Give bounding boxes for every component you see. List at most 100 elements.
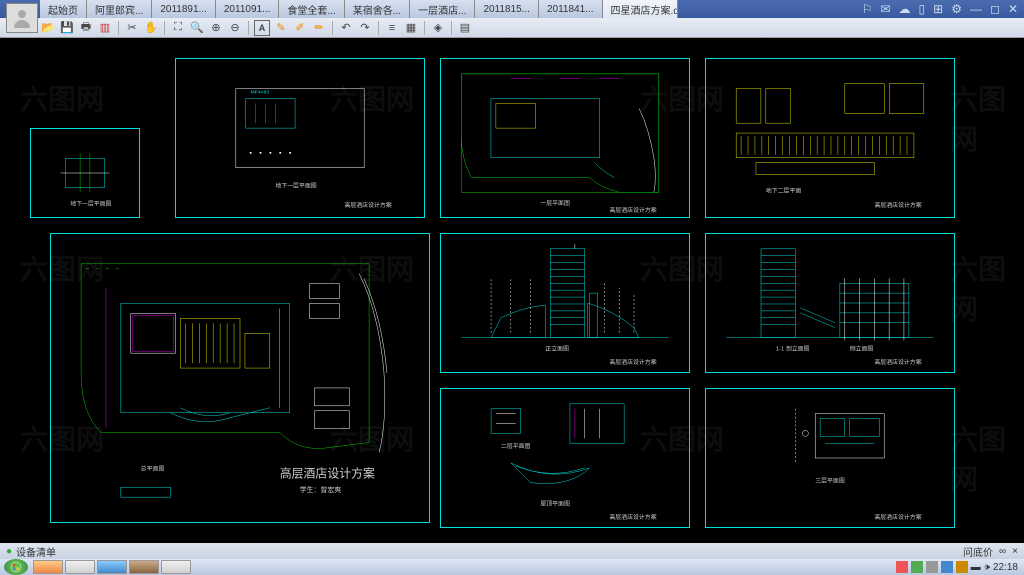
watermark: 六图网 (950, 78, 1024, 158)
maximize-icon[interactable]: ◻ (988, 2, 1002, 16)
drawing-frame-front-elev: 正立面图 高层酒店设计方案 (440, 233, 690, 373)
zoom-window-icon[interactable]: 🔍 (189, 20, 205, 36)
svg-text:总平面图: 总平面图 (141, 464, 165, 472)
status-link-icon[interactable]: ∞ (999, 546, 1006, 557)
watermark: 六图网 (950, 418, 1024, 498)
taskbar-item[interactable] (161, 560, 191, 574)
svg-text:高层酒店设计方案: 高层酒店设计方案 (874, 358, 921, 366)
tray-vol-icon[interactable]: 🕩 (984, 562, 990, 573)
open-icon[interactable]: 📂 (40, 20, 56, 36)
taskbar-item[interactable] (65, 560, 95, 574)
stack-icon[interactable]: ◈ (430, 20, 446, 36)
clock[interactable]: 22:18 (993, 562, 1018, 573)
svg-text:高层酒店设计方案: 高层酒店设计方案 (609, 358, 656, 366)
svg-text:高层酒店设计方案: 高层酒店设计方案 (874, 513, 921, 521)
tab[interactable]: 2011841... (539, 0, 603, 18)
svg-text:屋顶平面图: 屋顶平面图 (540, 500, 570, 507)
separator (424, 21, 425, 35)
tab[interactable]: 某宿舍各... (345, 0, 410, 18)
undo-icon[interactable]: ↶ (338, 20, 354, 36)
svg-text:高层酒店设计方案: 高层酒店设计方案 (874, 201, 921, 209)
svg-text:侧立面图: 侧立面图 (850, 344, 874, 352)
tab[interactable]: 四星酒店方案.dwg× (603, 0, 678, 18)
drawing-frame-detail: 三层平面图 高层酒店设计方案 (705, 388, 955, 528)
pencil2-icon[interactable]: ✐ (292, 20, 308, 36)
pencil-icon[interactable]: ✎ (273, 20, 289, 36)
tab[interactable]: 阿里郎宾... (87, 0, 152, 18)
separator (451, 21, 452, 35)
chat-icon[interactable]: ✉ (878, 2, 892, 16)
people-icon[interactable]: ⚐ (860, 2, 875, 16)
system-tray: ▬ 🕩 22:18 (896, 561, 1024, 573)
svg-text:二层平面图: 二层平面图 (501, 443, 531, 450)
tray-net-icon[interactable]: ▬ (971, 562, 981, 573)
svg-text:高层酒店设计方案: 高层酒店设计方案 (609, 513, 656, 521)
watermark: 六图网 (20, 78, 104, 118)
zoom-fit-icon[interactable]: ⛶ (170, 20, 186, 36)
tray-icon[interactable] (911, 561, 923, 573)
status-right-text[interactable]: 问底价 (963, 544, 993, 559)
separator (332, 21, 333, 35)
taskbar-item[interactable] (97, 560, 127, 574)
tray-icon[interactable] (956, 561, 968, 573)
tray-icon[interactable] (926, 561, 938, 573)
pdf-icon[interactable]: ▥ (97, 20, 113, 36)
close-icon[interactable]: ✕ (1006, 2, 1020, 16)
taskbar: ▬ 🕩 22:18 (0, 559, 1024, 575)
start-button[interactable] (4, 559, 28, 575)
watermark: 六图网 (950, 248, 1024, 328)
tab[interactable]: 2011091... (216, 0, 280, 18)
separator (164, 21, 165, 35)
cloud-icon[interactable]: ☁ (897, 2, 913, 16)
drawing-frame-standard: 地下二层平面 高层酒店设计方案 (705, 58, 955, 218)
user-avatar[interactable] (6, 3, 38, 33)
drawing-canvas[interactable]: 六图网 六图网 六图网 六图网 六图网 六图网 六图网 六图网 六图网 六图网 … (0, 38, 1024, 543)
drawing-frame-main: 总平面图 高层酒店设计方案 学生：曾宏爽 (50, 233, 430, 523)
layers2-icon[interactable]: ▦ (403, 20, 419, 36)
print-icon[interactable]: 🖶 (78, 20, 94, 36)
separator (118, 21, 119, 35)
window-controls: ⚐ ✉ ☁ ▯ ⊞ ⚙ — ◻ ✕ (860, 2, 1024, 16)
svg-text:一层平面图: 一层平面图 (540, 200, 570, 207)
tray-icon[interactable] (941, 561, 953, 573)
tab[interactable]: 食堂全套... (279, 0, 344, 18)
svg-text:正立面图: 正立面图 (545, 344, 569, 352)
titlebar: 起始页阿里郎宾...2011891...2011091...食堂全套...某宿舍… (0, 0, 1024, 18)
svg-text:高层酒店设计方案: 高层酒店设计方案 (280, 466, 375, 480)
grid-icon[interactable]: ⊞ (931, 2, 945, 16)
drawing-frame-ground: 一层平面图 高层酒店设计方案 (440, 58, 690, 218)
cut-icon[interactable]: ✂ (124, 20, 140, 36)
redo-icon[interactable]: ↷ (357, 20, 373, 36)
status-icon: ● (6, 546, 12, 557)
separator (378, 21, 379, 35)
svg-text:地下一层平面图: 地下一层平面图 (70, 199, 111, 207)
minimize-icon[interactable]: — (968, 2, 984, 16)
phone-icon[interactable]: ▯ (917, 2, 928, 16)
tray-icon[interactable] (896, 561, 908, 573)
layers-icon[interactable]: ≡ (384, 20, 400, 36)
zoom-in-icon[interactable]: ⊕ (208, 20, 224, 36)
svg-text:MP4×83: MP4×83 (251, 90, 270, 96)
drawing-frame-roof: 二层平面图 屋顶平面图 高层酒店设计方案 (440, 388, 690, 528)
hand-icon[interactable]: ✋ (143, 20, 159, 36)
svg-text:三层平面图: 三层平面图 (815, 478, 845, 485)
highlighter-icon[interactable]: ✏ (311, 20, 327, 36)
svg-text:地下一层平面图: 地下一层平面图 (275, 181, 316, 189)
status-close-icon[interactable]: × (1012, 546, 1018, 557)
taskbar-item[interactable] (129, 560, 159, 574)
zoom-out-icon[interactable]: ⊖ (227, 20, 243, 36)
taskbar-item[interactable] (33, 560, 63, 574)
save-icon[interactable]: 💾 (59, 20, 75, 36)
toolbar: 📂 💾 🖶 ▥ ✂ ✋ ⛶ 🔍 ⊕ ⊖ A ✎ ✐ ✏ ↶ ↷ ≡ ▦ ◈ ▤ (0, 18, 1024, 38)
tab[interactable]: 起始页 (40, 0, 87, 18)
tab[interactable]: 一层酒店... (410, 0, 475, 18)
gear-icon[interactable]: ⚙ (949, 2, 964, 16)
svg-text:1-1 剖立面图: 1-1 剖立面图 (776, 344, 810, 352)
status-text: 设备清单 (16, 544, 56, 559)
tab[interactable]: 2011815... (475, 0, 539, 18)
text-icon[interactable]: A (254, 20, 270, 36)
doc-icon[interactable]: ▤ (457, 20, 473, 36)
status-bar: ● 设备清单 问底价 ∞ × (0, 543, 1024, 559)
tab[interactable]: 2011891... (152, 0, 216, 18)
svg-text:高层酒店设计方案: 高层酒店设计方案 (344, 201, 391, 209)
